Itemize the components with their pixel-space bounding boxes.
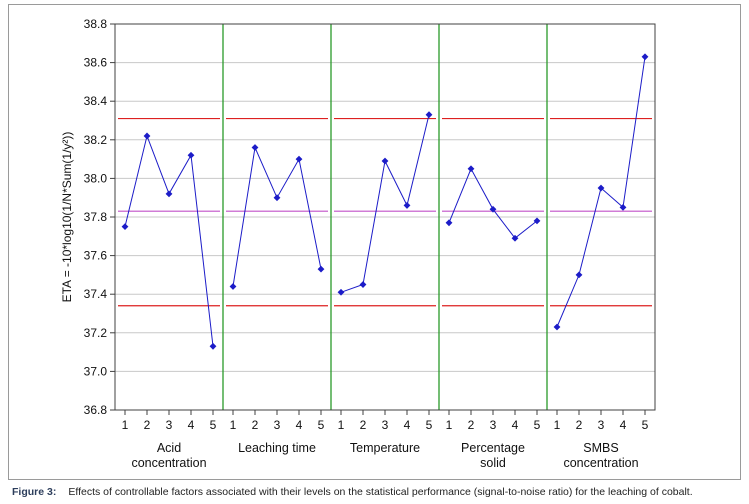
- level-label: 1: [446, 418, 453, 432]
- factor-label: Temperature: [350, 441, 420, 455]
- level-label: 4: [404, 418, 411, 432]
- factor-label: SMBS concentration: [563, 441, 638, 470]
- data-point: [359, 281, 367, 288]
- data-point: [489, 205, 497, 213]
- data-point: [209, 342, 217, 350]
- data-point: [597, 184, 605, 192]
- main-effects-chart: 36.8 37.0 37.2 37.4 37.6 37.8 38.0 38.2 38.4 38.6…: [60, 17, 656, 470]
- data-point: [229, 283, 237, 290]
- data-point: [619, 203, 627, 211]
- level-label: 3: [490, 418, 497, 432]
- data-point: [533, 217, 541, 225]
- y-tick-label: 38.4: [84, 94, 108, 108]
- y-tick-label: 38.6: [84, 56, 108, 70]
- level-label: 4: [188, 418, 195, 432]
- level-label: 4: [620, 418, 627, 432]
- y-tick-label: 38.0: [84, 171, 108, 185]
- caption-text: Effects of controllable factors associat…: [68, 486, 693, 498]
- data-point: [425, 111, 433, 119]
- level-label: 3: [382, 418, 389, 432]
- y-tick-label: 37.6: [84, 249, 108, 263]
- data-point: [251, 144, 259, 151]
- data-point: [553, 323, 561, 331]
- data-point: [165, 190, 173, 198]
- data-point: [381, 157, 389, 165]
- level-label: 2: [144, 418, 151, 432]
- y-tick-label: 37.2: [84, 326, 108, 340]
- series-line-5: [556, 56, 646, 328]
- data-point: [403, 202, 411, 209]
- level-label: 3: [166, 418, 173, 432]
- level-label: 3: [598, 418, 605, 432]
- y-tick-label: 37.0: [84, 364, 108, 378]
- level-label: 5: [318, 418, 325, 432]
- level-label: 5: [426, 418, 433, 432]
- factor-label: Acid concentration: [131, 441, 206, 470]
- level-label: 1: [338, 418, 345, 432]
- series-line-1: [124, 134, 214, 347]
- data-point: [143, 132, 151, 140]
- series-line-3: [340, 114, 430, 293]
- level-label: 2: [468, 418, 475, 432]
- y-tick-label: 36.8: [84, 403, 108, 417]
- series-line-4: [448, 167, 538, 239]
- figure-caption: Figure 3: Effects of controllable factors…: [12, 486, 742, 498]
- data-point: [317, 265, 325, 273]
- data-point: [121, 223, 129, 231]
- y-tick-label: 37.4: [84, 287, 108, 301]
- data-point: [337, 288, 345, 296]
- level-label: 5: [210, 418, 217, 432]
- level-label: 5: [534, 418, 541, 432]
- level-label: 2: [576, 418, 583, 432]
- level-label: 2: [252, 418, 259, 432]
- level-label: 5: [642, 418, 649, 432]
- y-tick-label: 37.8: [84, 210, 108, 224]
- level-label: 2: [360, 418, 367, 432]
- level-label: 4: [296, 418, 303, 432]
- data-point: [445, 219, 453, 227]
- data-point: [575, 271, 583, 279]
- data-point: [295, 155, 303, 163]
- figure-frame: 36.8 37.0 37.2 37.4 37.6 37.8 38.0 38.2 38.4 38.6…: [8, 4, 741, 480]
- factor-label: Percentage solid: [461, 441, 525, 470]
- y-tick-label: 38.2: [84, 133, 108, 147]
- factor-label: Leaching time: [238, 441, 316, 455]
- level-label: 1: [554, 418, 561, 432]
- y-axis-label: ETA = -10*log10(1/N*Sum(1/y²)): [60, 132, 74, 303]
- level-label: 1: [230, 418, 237, 432]
- level-label: 3: [274, 418, 281, 432]
- level-label: 1: [122, 418, 129, 432]
- data-point: [187, 151, 195, 159]
- data-point: [467, 165, 475, 173]
- y-tick-label: 38.8: [84, 17, 108, 31]
- data-point: [273, 194, 281, 202]
- level-label: 4: [512, 418, 519, 432]
- data-point: [641, 53, 649, 61]
- caption-label: Figure 3:: [12, 486, 57, 498]
